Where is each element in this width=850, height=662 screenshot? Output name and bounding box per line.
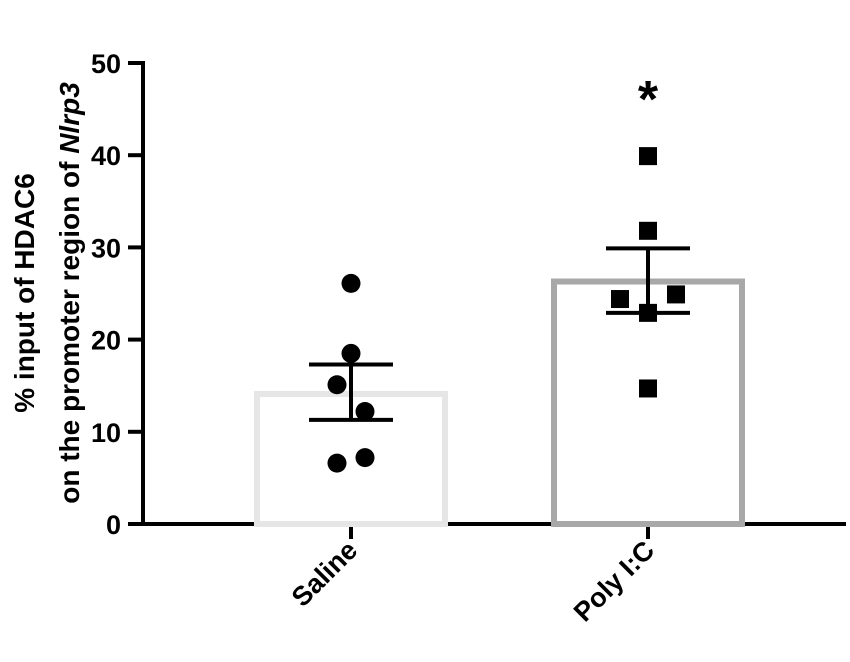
- y-axis-label-line2-text: on the promoter region of: [54, 154, 85, 504]
- y-tick-label: 10: [91, 418, 121, 448]
- bars: [254, 278, 745, 527]
- y-tick-label: 50: [91, 49, 121, 79]
- data-point-circle: [355, 402, 375, 422]
- y-tick-label: 30: [91, 233, 121, 263]
- data-point-square: [639, 303, 657, 322]
- y-tick-label: 40: [91, 141, 121, 171]
- data-point-square: [639, 147, 657, 166]
- y-axis: 0 10 20 30 40 50: [91, 49, 145, 540]
- y-axis-label-gene: Nlrp3: [54, 82, 85, 154]
- y-tick-label: 20: [91, 326, 121, 356]
- category-labels: Saline Poly I:C: [286, 535, 660, 627]
- y-axis-label-line2: on the promoter region of Nlrp3: [54, 82, 85, 504]
- data-point-square: [639, 221, 657, 240]
- y-axis-label-line1: % input of HDAC6: [9, 173, 40, 413]
- data-point-circle: [341, 343, 361, 363]
- x-category-label: Poly I:C: [568, 535, 660, 627]
- data-point-circle: [355, 448, 375, 468]
- data-point-square: [667, 285, 685, 304]
- data-point-square: [639, 379, 657, 398]
- x-category-label: Saline: [286, 535, 363, 612]
- data-points: *: [327, 71, 685, 473]
- data-point-square: [611, 290, 629, 309]
- y-tick-label: 0: [106, 510, 121, 540]
- data-point-circle: [341, 273, 361, 293]
- data-point-circle: [327, 375, 347, 395]
- significance-marker: *: [638, 71, 659, 129]
- data-point-circle: [327, 453, 347, 473]
